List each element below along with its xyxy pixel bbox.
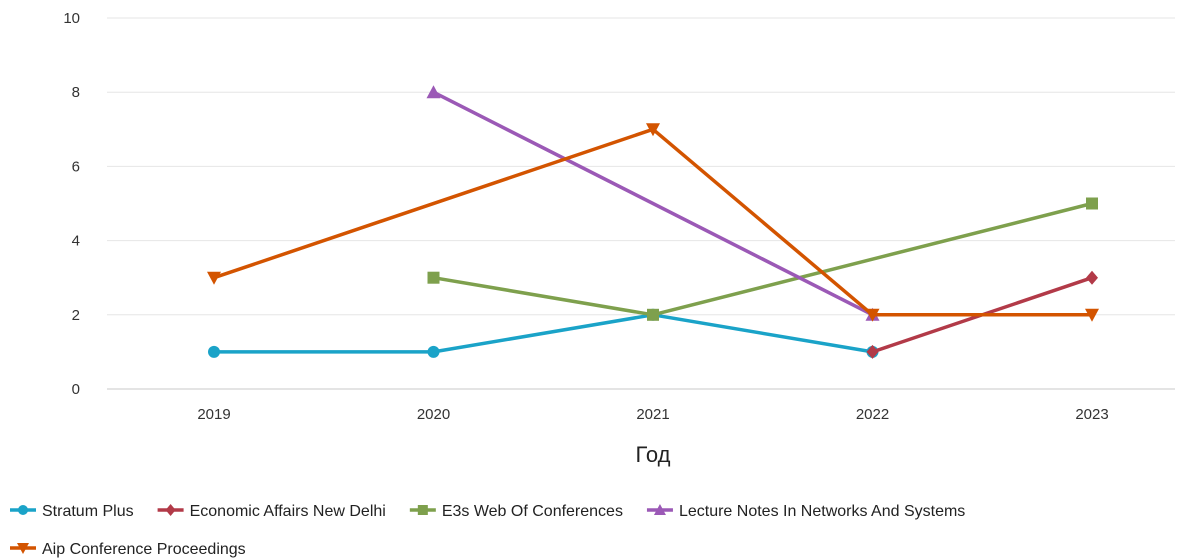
- series-e3s-web-of-conferences: [427, 197, 1098, 321]
- data-point[interactable]: [207, 271, 221, 285]
- legend: Stratum Plus Economic Affairs New Delhi E3…: [10, 503, 965, 558]
- data-point[interactable]: [208, 345, 220, 358]
- legend-label: Economic Affairs New Delhi: [190, 503, 386, 520]
- series-line: [213, 127, 1092, 317]
- gridlines: [107, 17, 1175, 390]
- series-line: [214, 313, 873, 354]
- legend-marker: [18, 505, 28, 515]
- x-tick-label: 2022: [856, 406, 889, 423]
- data-point[interactable]: [1085, 308, 1099, 322]
- series-stratum-plus: [208, 308, 879, 358]
- legend-marker: [653, 504, 666, 515]
- legend-label: Stratum Plus: [42, 503, 134, 520]
- y-tick-label: 8: [72, 84, 80, 101]
- y-tick-label: 6: [72, 158, 80, 175]
- data-point[interactable]: [427, 271, 440, 284]
- legend-item[interactable]: Lecture Notes In Networks And Systems: [646, 503, 965, 520]
- data-point[interactable]: [1086, 197, 1098, 210]
- legend-label: E3s Web Of Conferences: [442, 503, 623, 520]
- data-point[interactable]: [426, 85, 441, 99]
- x-tick-label: 2020: [417, 406, 450, 423]
- data-point[interactable]: [646, 123, 660, 137]
- y-axis-ticks: 0 2 4 6 8 10: [63, 10, 80, 398]
- series-aip-conference-proceedings: [207, 123, 1099, 322]
- x-axis-ticks: 2019 2020 2021 2022 2023: [197, 406, 1108, 423]
- y-tick-label: 10: [63, 10, 80, 27]
- y-tick-label: 2: [72, 307, 80, 324]
- x-axis-title: Год: [635, 442, 670, 467]
- data-point[interactable]: [866, 344, 879, 359]
- legend-item[interactable]: E3s Web Of Conferences: [409, 503, 623, 520]
- x-tick-label: 2023: [1075, 406, 1108, 423]
- legend-item[interactable]: Economic Affairs New Delhi: [157, 503, 386, 520]
- y-tick-label: 0: [72, 381, 80, 398]
- data-point[interactable]: [1086, 270, 1098, 285]
- legend-label: Aip Conference Proceedings: [42, 541, 246, 558]
- x-tick-label: 2019: [197, 406, 230, 423]
- series-line: [432, 90, 874, 317]
- legend-label: Lecture Notes In Networks And Systems: [679, 503, 965, 520]
- series-lecture-notes-in-networks-and-systems: [426, 85, 880, 321]
- data-point[interactable]: [865, 308, 880, 322]
- legend-item[interactable]: Aip Conference Proceedings: [10, 541, 246, 558]
- data-point[interactable]: [427, 345, 440, 358]
- y-tick-label: 4: [72, 233, 80, 250]
- legend-marker: [165, 504, 176, 516]
- x-tick-label: 2021: [636, 406, 669, 423]
- data-point[interactable]: [647, 308, 659, 321]
- legend-marker: [417, 505, 428, 515]
- series-lines: [207, 85, 1099, 359]
- legend-item[interactable]: Stratum Plus: [10, 503, 134, 520]
- legend-marker: [17, 543, 29, 554]
